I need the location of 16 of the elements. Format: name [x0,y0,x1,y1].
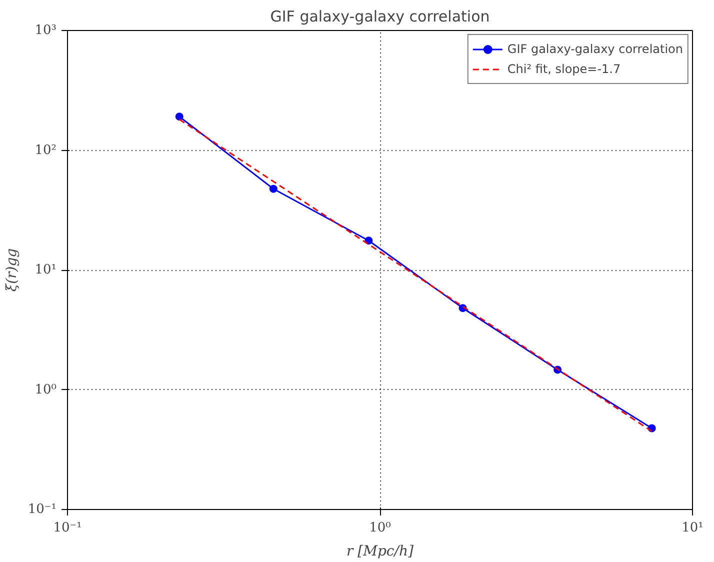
y-tick-label: 10⁰ [34,382,57,398]
y-tick-label: 10¹ [34,262,57,278]
y-axis-title: ξ(r)gg [4,248,20,292]
y-tick-label: 10⁻¹ [28,502,57,517]
x-tick-label: 10⁰ [369,520,391,536]
y-tick-label: 10³ [34,23,57,38]
legend-label: GIF galaxy-galaxy correlation [507,42,683,56]
x-tick-label: 10¹ [682,520,704,536]
legend-label: Chi² fit, slope=-1.7 [507,62,621,76]
chart-title: GIF galaxy-galaxy correlation [270,8,490,26]
x-axis-title: r [Mpc/h] [346,544,414,560]
y-tick-label: 10² [34,142,57,158]
point [364,236,373,245]
x-tick-label: 10⁻¹ [53,520,82,536]
point [269,184,278,193]
point [175,112,184,121]
